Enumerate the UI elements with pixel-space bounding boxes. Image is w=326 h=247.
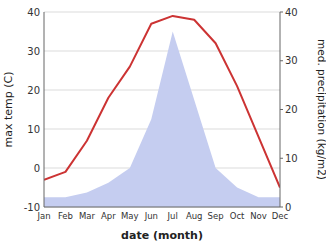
y-tick-label: 10 bbox=[27, 124, 40, 135]
y-tick-label: 20 bbox=[27, 85, 40, 96]
y-tick-label: 0 bbox=[34, 163, 40, 174]
x-axis-label: date (month) bbox=[121, 229, 203, 242]
y2-tick bbox=[280, 60, 283, 61]
grid-line bbox=[44, 207, 280, 208]
x-axis-line bbox=[44, 207, 280, 208]
y2-tick bbox=[280, 109, 283, 110]
y-tick-label: 40 bbox=[27, 7, 40, 18]
plot-area bbox=[44, 16, 280, 207]
x-tick-label: Dec bbox=[272, 211, 289, 221]
grid-line bbox=[44, 12, 280, 13]
x-tick-label: Jan bbox=[36, 211, 50, 221]
chart: -10010203040010203040JanFebMarAprMayJunJ… bbox=[0, 0, 326, 247]
y-tick-label: 30 bbox=[27, 46, 40, 57]
y-axis-label: max temp (C) bbox=[2, 71, 15, 147]
y2-axis-label: med. precipitation (kg/m2) bbox=[316, 39, 326, 180]
precip-area bbox=[44, 32, 280, 208]
x-tick-label: Mar bbox=[79, 211, 96, 221]
grid-line bbox=[44, 51, 280, 52]
x-tick-label: May bbox=[121, 211, 139, 221]
y2-tick-label: 10 bbox=[285, 153, 298, 164]
x-tick-label: Apr bbox=[101, 211, 116, 221]
y2-tick bbox=[280, 12, 283, 13]
x-tick-label: Aug bbox=[186, 211, 203, 221]
x-tick-label: Nov bbox=[250, 211, 267, 221]
y2-tick bbox=[280, 158, 283, 159]
y2-tick-label: 20 bbox=[285, 104, 298, 115]
x-tick-label: Jun bbox=[144, 211, 158, 221]
y2-tick-label: 30 bbox=[285, 55, 298, 66]
y2-tick-label: 40 bbox=[285, 7, 298, 18]
x-tick-label: Jul bbox=[167, 211, 178, 221]
y-axis-line bbox=[44, 12, 45, 207]
x-tick-label: Feb bbox=[58, 211, 73, 221]
y2-tick bbox=[280, 207, 283, 208]
x-tick-label: Sep bbox=[208, 211, 224, 221]
x-tick-label: Oct bbox=[230, 211, 245, 221]
